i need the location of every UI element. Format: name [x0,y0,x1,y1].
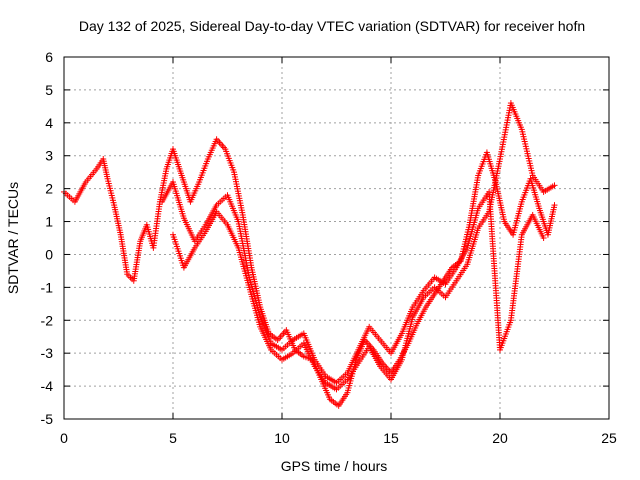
plot-frame [63,56,610,420]
x-tick-label: 15 [383,430,399,446]
x-tick-label: 10 [274,430,290,446]
data-marks [61,100,558,409]
y-tick-label: -4 [41,378,54,394]
data-point-marker [551,182,558,189]
x-tick-label: 0 [60,430,68,446]
x-tick-label: 5 [169,430,177,446]
y-axis-label: SDTVAR / TECUs [5,182,21,294]
y-tick-label: 0 [45,246,53,262]
y-tick-label: -1 [41,279,54,295]
y-tick-label: 1 [45,214,53,230]
x-axis-label: GPS time / hours [281,458,388,474]
y-tick-label: -2 [41,312,54,328]
y-tick-label: 6 [45,49,53,65]
data-point-marker [551,202,558,209]
y-tick-label: 4 [45,115,53,131]
y-tick-label: 3 [45,148,53,164]
x-tick-label: 20 [492,430,508,446]
y-tick-label: -5 [41,411,54,427]
y-tick-label: -3 [41,345,54,361]
ticks-layer: 0 5 10 15 20 25 -5 -4 -3 -2 -1 0 1 2 3 4 5 6 [41,49,617,446]
data-point-marker [540,235,547,241]
x-tick-label: 25 [601,430,617,446]
chart-title: Day 132 of 2025, Sidereal Day-to-day VTE… [79,18,585,34]
y-tick-label: 2 [45,181,53,197]
y-tick-label: 5 [45,82,53,98]
